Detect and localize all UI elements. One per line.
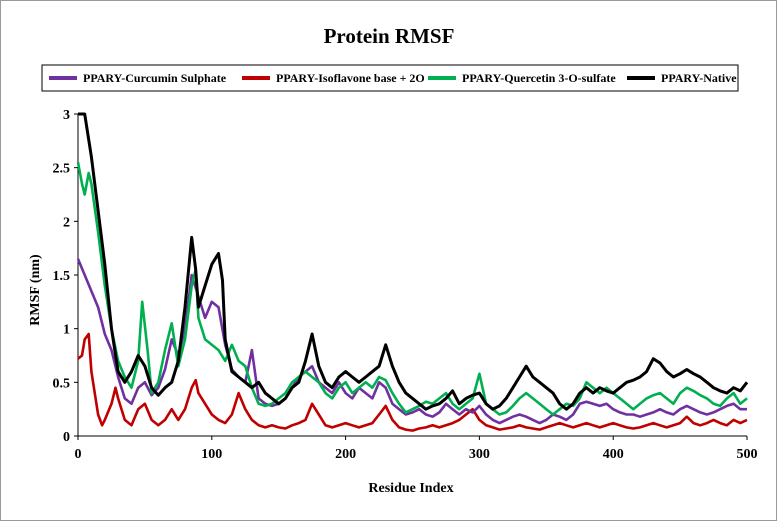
legend-label-1: PPARY-Isoflavone base + 2O <box>276 71 425 85</box>
x-axis-title: Residue Index <box>368 481 453 496</box>
x-tick-label: 300 <box>469 447 490 462</box>
x-tick-label: 100 <box>201 447 222 462</box>
y-tick-label: 0.5 <box>53 376 71 391</box>
x-tick-label: 400 <box>603 447 624 462</box>
legend-label-0: PPARY-Curcumin Sulphate <box>83 71 227 85</box>
y-tick-label: 2 <box>63 215 70 230</box>
legend-label-2: PPARY-Quercetin 3-O-sulfate <box>462 71 616 85</box>
y-tick-label: 3 <box>63 108 70 123</box>
y-tick-label: 0 <box>63 430 70 445</box>
legend-box <box>41 64 739 92</box>
series-line-3 <box>78 112 749 411</box>
y-tick-label: 1 <box>63 323 70 338</box>
x-tick-label: 0 <box>75 447 82 462</box>
chart-title: Protein RMSF <box>324 24 455 48</box>
y-tick-label: 1.5 <box>53 269 71 284</box>
legend-label-3: PPARY-Native <box>661 71 737 85</box>
series-line-2 <box>76 162 748 416</box>
y-tick-label: 2.5 <box>53 162 71 177</box>
series-line-0 <box>76 258 747 425</box>
series-line-1 <box>77 332 748 432</box>
y-axis-title: RMSF (nm) <box>28 254 43 326</box>
x-tick-label: 200 <box>335 447 356 462</box>
legend: PPARY-Curcumin Sulphate PPARY-Isoflavone … <box>41 64 739 92</box>
x-tick-label: 500 <box>737 447 758 462</box>
